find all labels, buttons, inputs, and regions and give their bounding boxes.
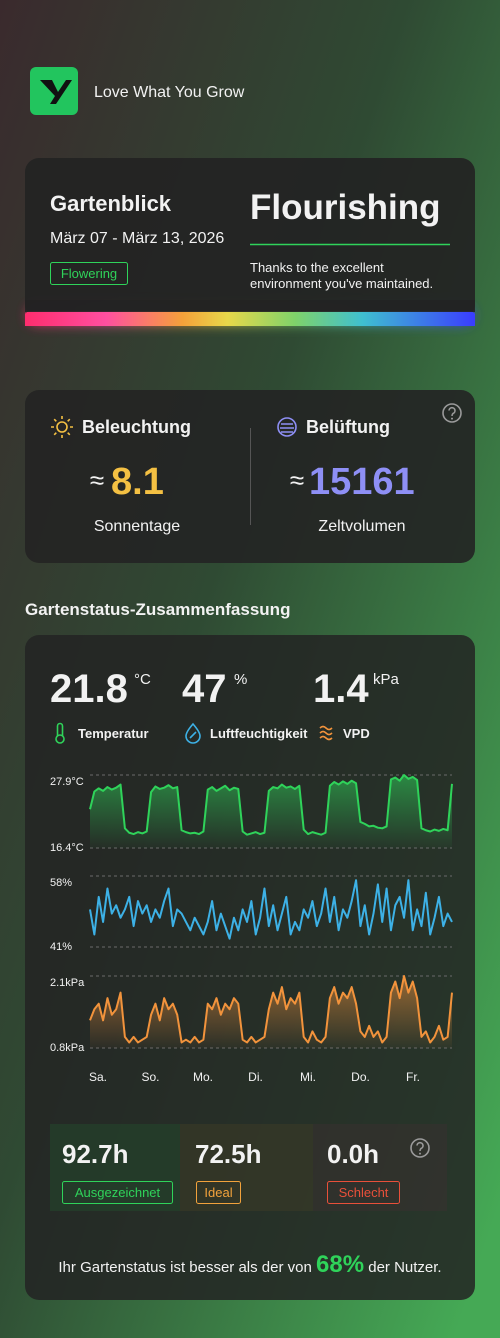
x-tick-label: Fr. (406, 1070, 420, 1084)
area (90, 976, 452, 1048)
metric-value: 1.4 (313, 667, 369, 711)
metric-label: Luftfeuchtigkeit (210, 726, 308, 741)
overview-card-edge (25, 300, 475, 312)
ventilation-caption: Zeltvolumen (318, 518, 405, 535)
brand: Love What You Grow (94, 84, 245, 101)
x-tick-label: Sa. (89, 1070, 107, 1084)
duration-badge (62, 1181, 173, 1204)
metric-unit: kPa (373, 671, 400, 688)
rainbow-bar-core (25, 311, 475, 322)
duration-panel (313, 1124, 447, 1211)
duration-label: Ausgezeichnet (75, 1185, 161, 1200)
line (89, 774, 453, 836)
status: Flourishing (250, 188, 441, 227)
ventilation-label: Belüftung (306, 417, 390, 437)
metric-unit: % (234, 671, 247, 688)
logo-mark (40, 80, 72, 104)
light-approx: ≈ (90, 465, 104, 495)
footer-text: Ihr Gartenstatus ist besser als der von (58, 1259, 311, 1276)
y-tick-label: 0.8kPa (50, 1042, 85, 1054)
metric-value: 47 (182, 667, 227, 711)
duration-panel (50, 1124, 180, 1211)
overview-title: Gartenblick (50, 191, 172, 216)
y-tick-label: 41% (50, 941, 72, 953)
vpd-icon (319, 725, 333, 741)
charts: 27.9°C 16.4°C 58% 41% 2.1kPa 0.8kPa Sa. So. Mo. D… (50, 774, 453, 1084)
section-title: Gartenstatus-Zusammenfassung (25, 600, 290, 619)
humidity-icon (185, 722, 201, 744)
x-tick-label: Mi. (300, 1070, 316, 1084)
x-tick-label: Mo. (193, 1070, 213, 1084)
area (90, 775, 452, 848)
y-tick-label: 27.9°C (50, 776, 84, 788)
overview-card (25, 158, 475, 318)
footer-percent: 68% (316, 1251, 364, 1278)
duration-value: 72.5h (195, 1139, 262, 1169)
help-icon[interactable] (410, 1138, 430, 1158)
line (89, 879, 453, 940)
metric-label: Temperatur (78, 726, 149, 741)
light-value: 8.1 (111, 461, 164, 503)
metric-value: 21.8 (50, 667, 128, 711)
duration-label: Ideal (204, 1185, 232, 1200)
y-tick-label: 58% (50, 877, 72, 889)
message-line: environment you've maintained. (250, 276, 433, 291)
footer-text: der Nutzer. (368, 1259, 441, 1276)
duration-value: 0.0h (327, 1139, 379, 1169)
ventilation-icon (277, 417, 297, 437)
stage-badge (50, 262, 128, 285)
duration-value: 92.7h (62, 1139, 129, 1169)
ventilation-value: 15161 (309, 461, 415, 503)
message-line: Thanks to the excellent (250, 260, 384, 275)
y-tick-label: 16.4°C (50, 842, 84, 854)
footer: Ihr Gartenstatus ist besser als der von … (58, 1251, 441, 1278)
light-label: Beleuchtung (82, 417, 191, 437)
x-tick-label: So. (141, 1070, 159, 1084)
metric-unit: °C (134, 671, 151, 688)
duration-badge (196, 1181, 241, 1204)
light-caption: Sonnentage (94, 518, 180, 535)
x-tick-label: Do. (351, 1070, 370, 1084)
duration-panel (180, 1124, 313, 1211)
help-icon[interactable] (442, 403, 462, 423)
x-tick-label: Di. (248, 1070, 263, 1084)
date-range: März 07 - März 13, 2026 (50, 230, 224, 247)
duration-label: Schlecht (339, 1185, 389, 1200)
line (89, 975, 453, 1044)
ventilation-approx: ≈ (290, 465, 304, 495)
stage: Flowering (61, 266, 117, 281)
y-tick-label: 2.1kPa (50, 977, 85, 989)
sun-icon (51, 416, 73, 438)
metric-label: VPD (343, 726, 370, 741)
thermometer-icon (55, 722, 65, 744)
duration-badge (327, 1181, 400, 1204)
